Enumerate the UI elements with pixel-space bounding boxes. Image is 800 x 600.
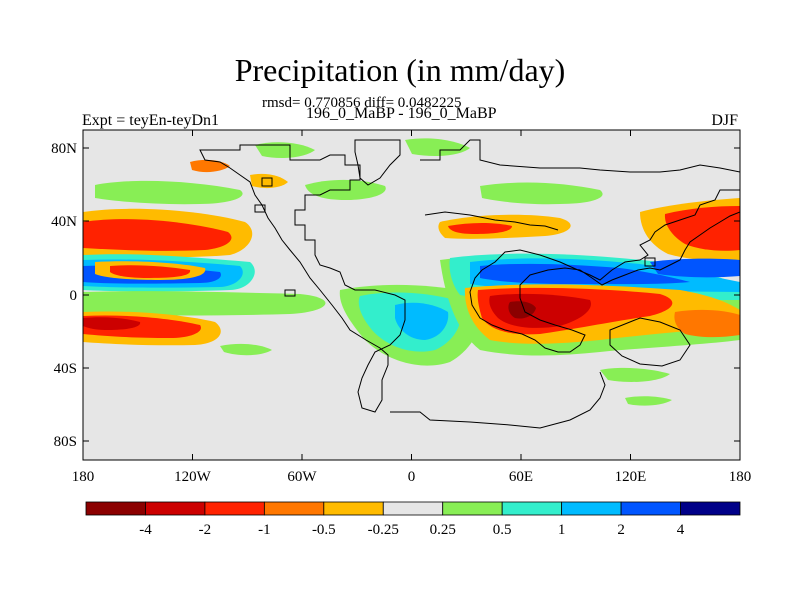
colorbar-swatch <box>323 501 384 516</box>
colorbar-label: -0.5 <box>312 522 336 538</box>
field-s-ocean-green-2 <box>625 396 672 406</box>
coastline-australia <box>609 317 691 367</box>
colorbar-swatch <box>620 501 681 516</box>
field-arctic-green-1 <box>255 142 315 158</box>
coastline-islands <box>254 177 656 297</box>
colorbar-label: 4 <box>677 522 685 538</box>
colorbar-swatch <box>382 501 444 516</box>
field-eurasia-green <box>480 182 603 205</box>
lat-tick-label: 40N <box>51 214 77 230</box>
colorbar-label: -1 <box>258 522 271 538</box>
season-label: DJF <box>711 112 738 129</box>
colorbar-label: -2 <box>199 522 212 538</box>
field-n-atlantic-orange <box>250 173 288 189</box>
lon-tick-label: 0 <box>408 469 416 485</box>
colorbar-swatch <box>442 501 503 516</box>
field-arctic-green-2 <box>405 138 470 156</box>
lon-tick-label: 120E <box>615 469 647 485</box>
coastline-afro-eurasia <box>420 139 740 353</box>
lat-tick-label: 80S <box>54 434 77 450</box>
colorbar-swatch <box>501 501 563 516</box>
colorbar-swatch <box>85 501 146 516</box>
coastline-antarctica <box>390 371 606 429</box>
coastline-greenland <box>354 139 401 186</box>
latitude-axis: 80N 40N 0 40S 80S <box>51 141 740 450</box>
lon-tick-label: 120W <box>174 469 212 485</box>
field-s-ocean-green-3 <box>220 343 272 356</box>
coastline-americas <box>199 144 406 413</box>
field-s-pacific-darkred <box>83 317 141 330</box>
field-s-pacific-green <box>83 291 326 316</box>
coastlines <box>199 139 740 429</box>
colorbar-swatch <box>204 501 265 516</box>
colorbar-label: 2 <box>617 522 625 538</box>
colorbar-swatch <box>561 501 622 516</box>
colorbar-label: 1 <box>558 522 566 538</box>
lon-tick-label: 180 <box>72 469 95 485</box>
colorbar-swatch <box>145 501 206 516</box>
colorbar-label: 0.25 <box>430 522 456 538</box>
lon-tick-label: 60W <box>287 469 317 485</box>
longitude-axis: 180 120W 60W 0 60E 120E 180 <box>72 130 752 485</box>
field-s-america-lightblue <box>395 302 449 340</box>
lon-tick-label: 60E <box>509 469 533 485</box>
field-eq-pacific-red <box>110 265 191 278</box>
colorbar-label: -0.25 <box>368 522 399 538</box>
field-n-pacific-green <box>95 180 243 205</box>
colorbar-swatch <box>680 501 741 516</box>
lat-tick-label: 40S <box>54 361 77 377</box>
field-s-ocean-green-1 <box>600 367 670 382</box>
colorbar-label: 0.5 <box>493 522 512 538</box>
comparison-label: 196_0_MaBP - 196_0_MaBP <box>306 105 497 122</box>
field-arctic-orange <box>190 159 230 173</box>
lat-tick-label: 0 <box>70 288 78 304</box>
colorbar: -4 -2 -1 -0.5 -0.25 0.25 0.5 1 2 4 <box>85 501 741 538</box>
field-east-asia-red <box>664 206 740 251</box>
plot-title: Precipitation (in mm/day) <box>234 52 566 88</box>
lat-tick-label: 80N <box>51 141 77 157</box>
precip-fields <box>83 138 740 406</box>
colorbar-label: -4 <box>139 522 152 538</box>
field-west-pacific-orange <box>674 309 740 338</box>
experiment-label: Expt = teyEn-teyDn1 <box>82 112 219 129</box>
lon-tick-label: 180 <box>729 469 752 485</box>
colorbar-swatch <box>263 501 325 516</box>
coastline-mediterranean <box>424 211 559 231</box>
field-eurasia-red <box>448 223 512 234</box>
field-n-pacific-red <box>83 219 232 251</box>
field-indian-blue <box>480 263 690 285</box>
stats-line: rmsd= 0.770856 diff= 0.0482225 <box>262 95 462 111</box>
